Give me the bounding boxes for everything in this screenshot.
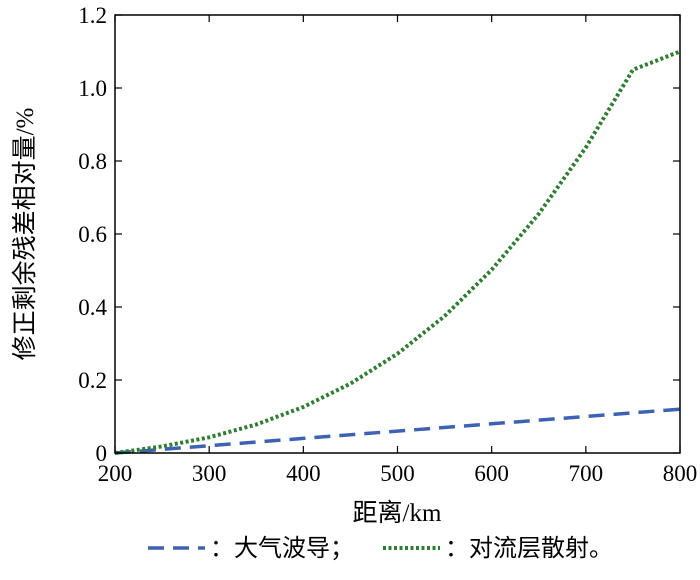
y-axis-ticks: 0 0.2 0.4 0.6 0.8 1.0 1.2	[78, 3, 680, 466]
legend: ：大气波导； ：对流层散射。	[148, 535, 613, 562]
y-tick-label: 0.8	[78, 149, 107, 174]
y-tick-label: 0.2	[78, 368, 107, 393]
y-axis-title: 修正剩余残差相对量/%	[11, 108, 39, 361]
y-tick-label: 0.4	[78, 295, 107, 320]
x-tick-label: 700	[569, 461, 604, 486]
x-tick-label: 300	[192, 461, 227, 486]
y-tick-label: 0	[96, 441, 108, 466]
plot-frame	[114, 14, 681, 454]
series-line-2	[114, 49, 681, 455]
x-tick-label: 400	[286, 461, 321, 486]
x-tick-label: 800	[663, 461, 698, 486]
legend-label-1: ：大气波导；	[210, 535, 354, 562]
x-axis-ticks: 200 300 400 500 600 700 800	[98, 15, 698, 486]
x-tick-label: 500	[380, 461, 415, 486]
y-tick-label: 1.2	[78, 3, 107, 28]
x-axis-title: 距离/km	[353, 499, 442, 527]
series-layer	[114, 49, 681, 455]
x-tick-label: 600	[474, 461, 509, 486]
y-tick-label: 0.6	[78, 222, 107, 247]
series-line-1	[114, 407, 681, 455]
legend-label-2: ：对流层散射。	[445, 535, 613, 562]
x-tick-label: 200	[98, 461, 133, 486]
y-tick-label: 1.0	[78, 76, 107, 101]
